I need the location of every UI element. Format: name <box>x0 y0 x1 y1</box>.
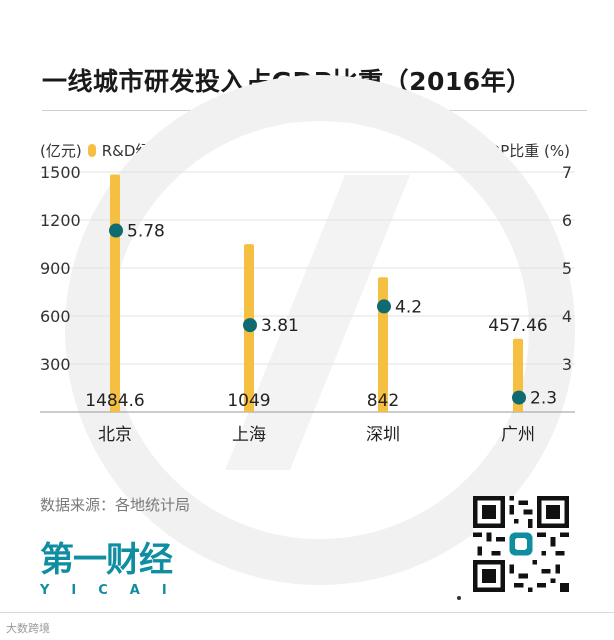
gdp-value-label: 3.81 <box>261 316 299 336</box>
left-tick-label: 600 <box>40 307 71 326</box>
gdp-value-label: 2.3 <box>530 389 557 409</box>
category-label: 广州 <box>501 425 535 445</box>
category-label: 深圳 <box>366 425 400 445</box>
right-tick-label: 5 <box>562 259 572 278</box>
left-tick-label: 900 <box>40 259 71 278</box>
left-tick-label: 300 <box>40 355 71 374</box>
bottom-divider <box>0 612 614 613</box>
dot-gdp-2 <box>377 299 391 314</box>
page-dot <box>457 596 461 600</box>
bar-swatch-icon <box>87 144 96 157</box>
right-tick-label: 4 <box>562 307 572 326</box>
category-label: 上海 <box>232 425 266 445</box>
left-tick-label: 1200 <box>40 211 81 230</box>
rd-value-label: 1049 <box>227 391 270 411</box>
qr-code-icon <box>473 496 569 592</box>
right-tick-label: 3 <box>562 355 572 374</box>
gdp-value-label: 5.78 <box>127 222 165 242</box>
logo-main: 第一财经 <box>40 540 173 580</box>
rd-value-label: 1484.6 <box>85 391 144 411</box>
yicai-logo: 第一财经 YICAI <box>40 532 189 598</box>
watermark-circle <box>65 75 575 585</box>
right-tick-label: 7 <box>562 163 572 182</box>
watermark-text: 大数跨境 <box>6 622 50 635</box>
left-axis-unit: (亿元) <box>40 142 82 160</box>
rd-value-label: 457.46 <box>488 316 547 336</box>
dot-gdp-1 <box>243 318 257 333</box>
gdp-value-label: 4.2 <box>395 297 422 317</box>
data-source: 数据来源：各地统计局 <box>40 496 191 514</box>
bar-rd-0 <box>110 174 120 412</box>
dot-gdp-3 <box>512 390 526 405</box>
dot-gdp-0 <box>109 223 123 238</box>
category-label: 北京 <box>98 425 132 445</box>
left-tick-label: 1500 <box>40 163 81 182</box>
logo-sub: YICAI <box>40 583 189 598</box>
right-tick-label: 6 <box>562 211 572 230</box>
rd-value-label: 842 <box>367 391 399 411</box>
